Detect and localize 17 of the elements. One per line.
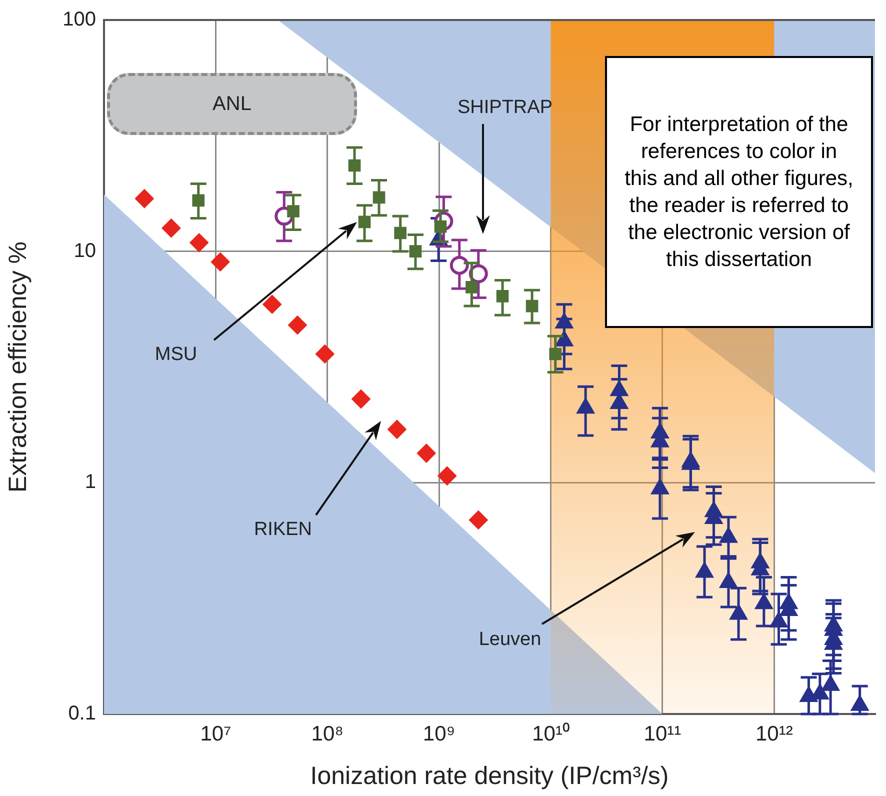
x-tick-label: 10¹¹ xyxy=(644,722,682,746)
y-tick-label: 1 xyxy=(84,471,96,494)
annotation: RIKEN xyxy=(254,519,312,541)
y-tick-label: 10 xyxy=(74,240,96,262)
note-box: For interpretation of the references to color in this and all other figures, the reader is referred to the electronic version of this dissertation xyxy=(605,56,873,328)
annotation: MSU xyxy=(154,344,198,366)
annotation: Leuven xyxy=(478,629,542,651)
x-tick-label: 10¹⁰ xyxy=(532,722,570,746)
x-tick-label: 10⁷ xyxy=(200,722,232,746)
y-axis-title: Extraction efficiency % xyxy=(4,241,32,493)
x-tick-label: 10⁸ xyxy=(311,722,344,746)
x-tick-label: 10¹² xyxy=(755,722,793,746)
y-tick-label: 0.1 xyxy=(68,702,96,725)
rounded-box: ANL xyxy=(107,73,357,135)
x-axis-title: Ionization rate density (IP/cm³/s) xyxy=(310,762,669,790)
x-tick-label: 10⁹ xyxy=(422,722,456,746)
y-tick-label: 100 xyxy=(62,8,96,31)
